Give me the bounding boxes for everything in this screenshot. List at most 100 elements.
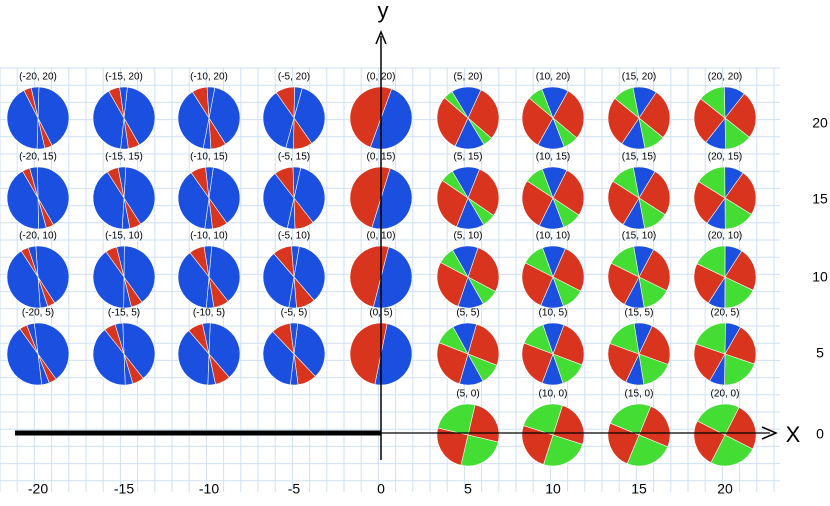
pie-wedge [92, 329, 126, 386]
pie-glyph [693, 86, 757, 150]
point-label: (10, 15) [536, 152, 570, 163]
pie-wedge [724, 353, 755, 386]
point-label: (-20, 20) [19, 72, 57, 83]
x-tick-label: -5 [288, 481, 301, 497]
point-label: (0, 20) [367, 72, 396, 83]
pie-wedge [638, 249, 671, 292]
pie-glyph [521, 166, 585, 230]
point-label: (-15, 10) [105, 231, 143, 242]
pie-glyph [436, 86, 500, 150]
pie-glyph [92, 322, 156, 386]
pie-wedge [372, 246, 413, 309]
x-tick-label: -10 [199, 481, 219, 497]
pie-wedge [521, 180, 554, 227]
pie-wedge [123, 86, 156, 146]
point-label: (15, 5) [625, 308, 654, 319]
pie-wedge [437, 403, 476, 436]
pie-wedge [451, 166, 480, 199]
pie-wedge [693, 98, 726, 143]
x-tick-label: 10 [545, 481, 561, 497]
pie-glyph [693, 166, 757, 230]
pie-glyph [521, 322, 585, 386]
point-label: (20, 5) [711, 308, 740, 319]
pie-wedge [349, 322, 388, 385]
y-tick-label: 20 [812, 115, 828, 131]
pie-glyph [349, 245, 413, 309]
pie-wedge [633, 322, 653, 356]
point-label: (-10, 20) [190, 72, 228, 83]
pie-wedge [607, 180, 640, 226]
pie-wedge [262, 92, 295, 149]
pie-wedge [29, 166, 39, 199]
pie-glyph [436, 403, 500, 467]
pie-wedge [33, 322, 70, 380]
point-label: (5, 0) [456, 389, 479, 400]
pie-glyph [693, 245, 757, 309]
point-label: (20, 0) [711, 389, 740, 400]
point-label: (10, 20) [536, 72, 570, 83]
pie-glyph [262, 86, 326, 150]
pie-wedge [724, 322, 741, 355]
pie-wedge [436, 427, 469, 466]
pie-wedge [123, 245, 156, 303]
x-tick-label: 20 [717, 481, 733, 497]
pie-wedge [262, 331, 295, 386]
point-label: (10, 5) [539, 308, 568, 319]
pie-glyph [262, 322, 326, 386]
pie-glyph [177, 166, 241, 230]
pie-wedge [208, 166, 241, 224]
pie-wedge [349, 245, 390, 308]
pie-wedge [542, 245, 566, 278]
y-tick-label: 10 [812, 269, 828, 285]
pie-glyph [436, 245, 500, 309]
pie-wedge [607, 343, 640, 383]
pie-wedge [696, 403, 740, 436]
pie-wedge [208, 322, 241, 378]
point-label: (-10, 15) [190, 152, 228, 163]
pie-glyph [436, 166, 500, 230]
pie-wedge [638, 91, 671, 139]
pie-wedge [521, 262, 554, 306]
pie-wedge [467, 89, 500, 139]
point-label: (0, 10) [367, 231, 396, 242]
pie-wedge [262, 253, 295, 308]
pie-wedge [206, 86, 216, 119]
pie-glyph [607, 166, 671, 230]
pie-wedge [460, 434, 499, 467]
x-arrow [761, 426, 778, 440]
pie-wedge [693, 343, 726, 382]
pie-glyph [262, 166, 326, 230]
pie-wedge [638, 325, 671, 365]
pie-wedge [92, 90, 125, 150]
pie-wedge [451, 86, 482, 119]
pie-wedge [436, 342, 469, 385]
point-label: (-5, 15) [278, 152, 310, 163]
y-arrow [375, 30, 387, 45]
pie-wedge [452, 322, 477, 355]
pie-glyph [693, 403, 757, 467]
pie-wedge [291, 245, 300, 278]
point-label: (5, 15) [454, 152, 483, 163]
pie-wedge [552, 405, 585, 445]
y-tick-label: 15 [812, 191, 828, 207]
pie-wedge [695, 322, 726, 355]
point-label: (5, 5) [456, 308, 479, 319]
point-label: (-20, 5) [22, 308, 54, 319]
pie-wedge [693, 181, 726, 224]
point-label: (-10, 5) [193, 308, 225, 319]
pie-wedge [116, 245, 125, 278]
pie-wedge [543, 434, 583, 467]
pie-glyph [92, 166, 156, 230]
pie-glyph [436, 322, 500, 386]
x-tick-label: -20 [28, 481, 48, 497]
pie-wedge [293, 322, 326, 377]
point-label: (-5, 10) [278, 231, 310, 242]
pie-wedge [724, 86, 745, 119]
pie-wedge [452, 245, 479, 278]
pie-glyph [177, 86, 241, 150]
point-label: (5, 10) [454, 231, 483, 242]
point-label: (0, 5) [369, 308, 392, 319]
pie-wedge [633, 166, 656, 199]
pie-glyph [607, 403, 671, 467]
pie-wedge [119, 86, 128, 119]
